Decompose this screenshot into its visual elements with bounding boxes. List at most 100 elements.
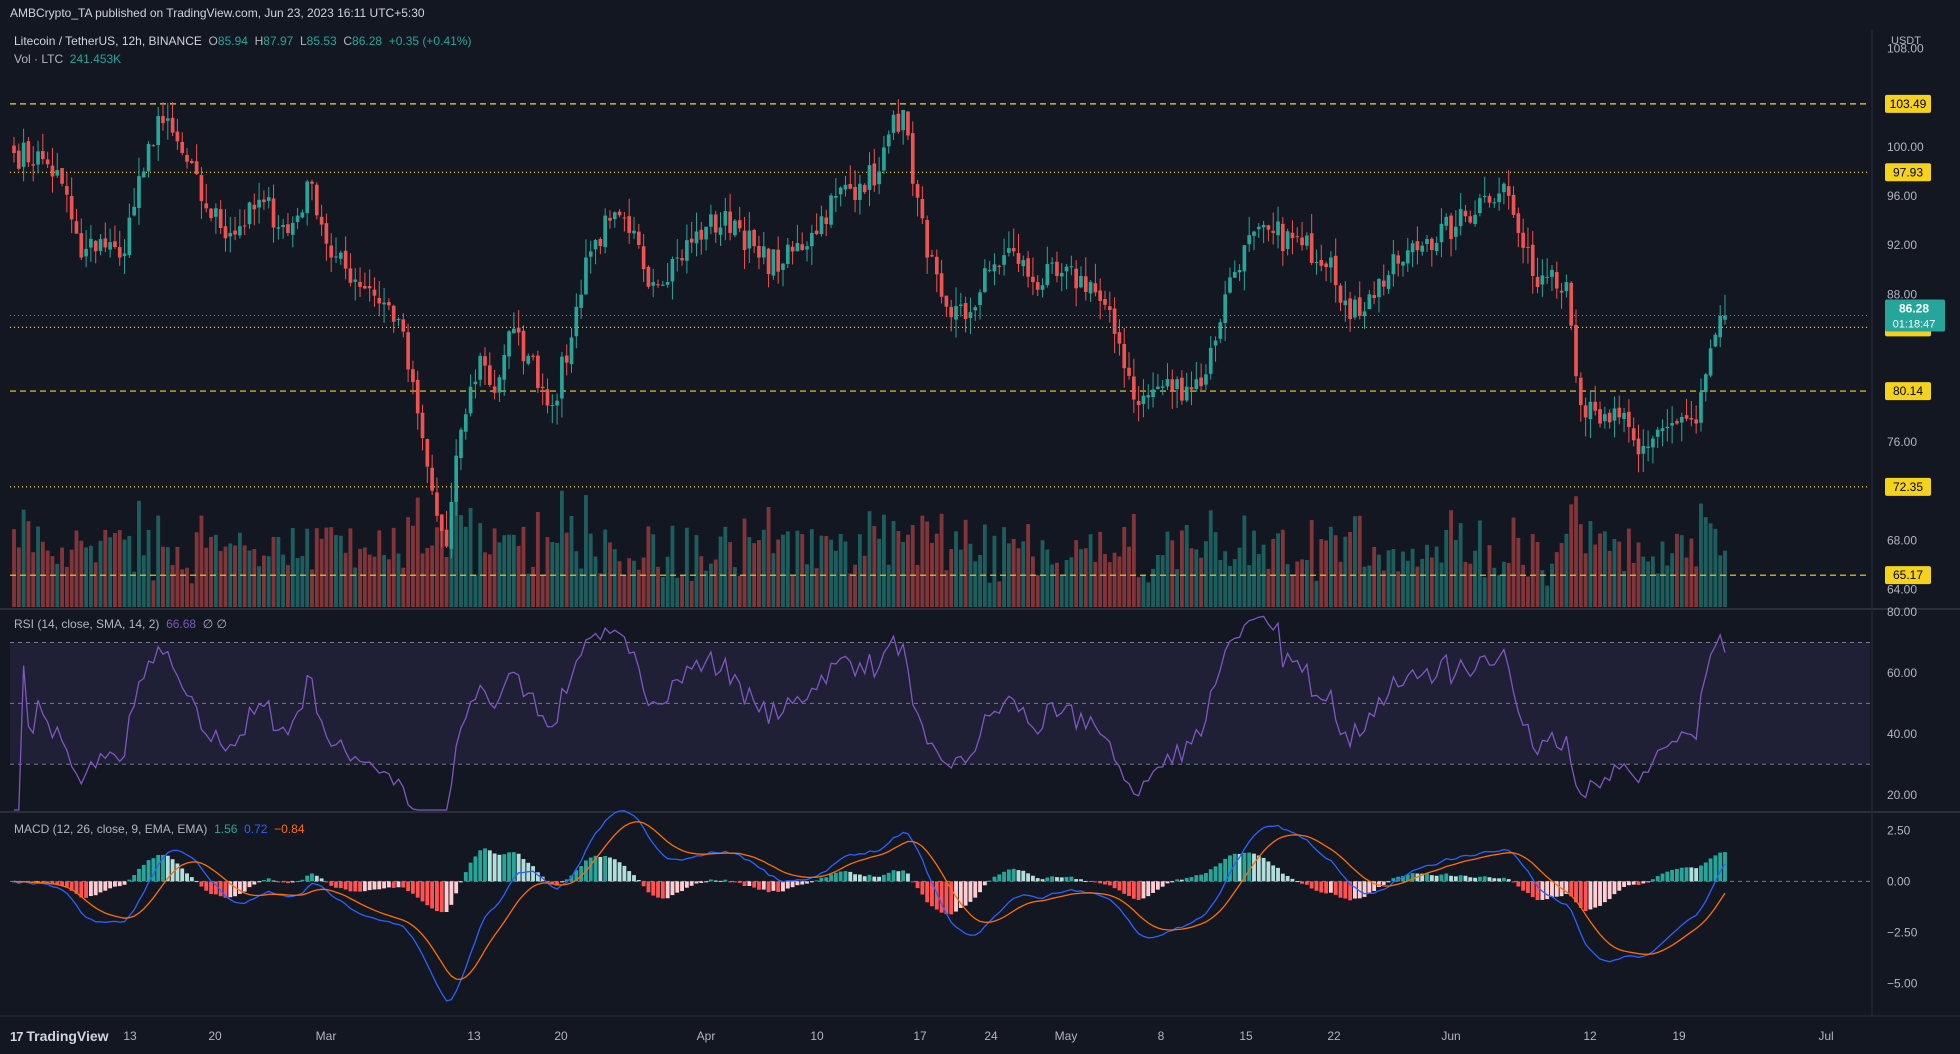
candle-body <box>1526 246 1530 248</box>
candle-body <box>387 302 391 306</box>
candle-body <box>1305 235 1309 246</box>
candle-body <box>1228 277 1232 293</box>
macd-hist-bar <box>718 880 723 882</box>
volume-bar <box>64 566 69 607</box>
candle-body <box>598 239 603 247</box>
candle-body <box>1478 198 1482 214</box>
volume-bar <box>1425 544 1429 607</box>
candle-body <box>641 246 646 270</box>
macd-legend: MACD (12, 26, close, 9, EMA, EMA) 1.56 0… <box>14 822 305 836</box>
volume-bar <box>1011 538 1016 607</box>
candle-body <box>675 257 680 259</box>
candle-body <box>415 379 420 414</box>
candle-body <box>1564 282 1569 292</box>
candle-body <box>685 240 689 261</box>
macd-hist-bar <box>689 881 694 886</box>
candle-body <box>1059 272 1064 277</box>
macd-hist-bar <box>968 881 973 902</box>
volume-bar <box>175 546 180 607</box>
publish-info: AMBCrypto_TA published on TradingView.co… <box>10 6 425 20</box>
volume-bar <box>122 539 127 607</box>
macd-hist-bar <box>593 855 598 882</box>
candle-body <box>1338 285 1343 303</box>
volume-bar <box>1223 551 1228 607</box>
volume-label[interactable]: Vol · LTC <box>14 52 64 66</box>
candle-body <box>521 330 526 362</box>
macd-hist-bar <box>598 856 603 882</box>
macd-hist-bar <box>733 881 737 883</box>
tradingview-brand[interactable]: 17 TradingView <box>10 1028 109 1044</box>
time-tick-label: Jul <box>1818 1029 1833 1043</box>
macd-hist-bar <box>833 872 838 882</box>
candle-body <box>396 319 401 321</box>
candle-body <box>930 255 934 257</box>
macd-hist-bar <box>266 878 271 882</box>
candle-body <box>1156 386 1160 389</box>
macd-hist-bar <box>1194 875 1199 882</box>
macd-hist-bar <box>1636 881 1641 885</box>
candle-body <box>1449 215 1453 240</box>
candle-body <box>718 227 723 235</box>
candle-body <box>1247 235 1252 245</box>
candle-body <box>1281 223 1285 252</box>
candle-body <box>367 286 372 289</box>
volume-bar <box>180 569 185 607</box>
macd-hist-bar <box>55 881 60 885</box>
volume-bar <box>680 575 684 607</box>
candle-body <box>853 186 857 200</box>
rsi-label[interactable]: RSI (14, close, SMA, 14, 2) <box>14 617 160 631</box>
candle-body <box>1353 299 1357 318</box>
volume-bar <box>1723 550 1727 607</box>
macd-hist-bar <box>1444 873 1449 882</box>
macd-hist-bar <box>507 852 511 882</box>
candle-body <box>65 186 69 195</box>
candle-body <box>661 284 665 286</box>
macd-hist-bar <box>286 881 290 884</box>
volume-bar <box>1468 563 1473 607</box>
candle-body <box>709 214 713 227</box>
macd-hist-bar <box>319 878 324 882</box>
macd-hist-bar <box>156 854 161 882</box>
volume-bar <box>1107 562 1112 607</box>
time-tick-label: 8 <box>1158 1029 1165 1043</box>
volume-bar <box>819 535 824 607</box>
macd-label[interactable]: MACD (12, 26, close, 9, EMA, EMA) <box>14 822 208 836</box>
macd-hist-bar <box>1011 868 1016 882</box>
volume-bar <box>161 546 165 607</box>
macd-hist-bar <box>401 881 406 888</box>
macd-hist-bar <box>1189 877 1194 882</box>
candle-body <box>1425 239 1429 244</box>
macd-hist-bar <box>343 881 348 890</box>
macd-hist-bar <box>1477 876 1482 882</box>
volume-bar <box>1324 540 1329 607</box>
candle-body <box>1175 379 1179 390</box>
macd-hist-bar <box>891 870 896 882</box>
volume-bar <box>1391 549 1396 607</box>
macd-hist-bar <box>545 881 550 883</box>
macd-hist-bar <box>641 881 646 887</box>
volume-bar <box>343 552 348 607</box>
macd-hist-bar <box>478 850 483 882</box>
volume-bar <box>944 570 949 607</box>
volume-bar <box>1055 562 1059 607</box>
macd-hist-bar <box>1516 881 1521 887</box>
time-tick-label: 20 <box>554 1029 568 1043</box>
macd-hist-bar <box>1434 875 1439 882</box>
symbol-label[interactable]: Litecoin / TetherUS, 12h, BINANCE <box>14 34 202 48</box>
candle-body <box>492 386 497 393</box>
macd-hist-bar <box>1074 879 1079 882</box>
volume-bar <box>31 552 36 607</box>
candle-body <box>1405 250 1410 264</box>
volume-bar <box>1699 503 1703 607</box>
last-price-label: 86.28 <box>1899 302 1929 316</box>
candle-body <box>1540 275 1545 285</box>
volume-bar <box>862 555 867 607</box>
candle-body <box>1718 315 1723 338</box>
volume-bar <box>1718 555 1723 607</box>
candle-body <box>420 412 425 439</box>
volume-bar <box>1353 516 1357 607</box>
candle-body <box>324 223 329 244</box>
candle-body <box>670 258 675 282</box>
candle-body <box>1391 254 1396 275</box>
